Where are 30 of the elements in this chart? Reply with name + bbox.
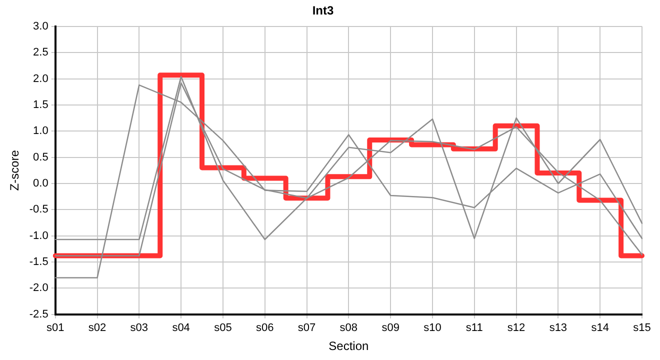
x-tick-label: s05 (214, 322, 232, 334)
x-tick-label: s14 (591, 322, 609, 334)
x-tick-label: s07 (298, 322, 316, 334)
y-tick-label: 3.0 (33, 20, 48, 32)
x-tick-label: s12 (507, 322, 526, 334)
x-axis-title: Section (328, 339, 369, 354)
x-tick-label: s01 (46, 322, 64, 334)
x-tick-label: s10 (424, 322, 442, 334)
x-tick-label: s13 (549, 322, 568, 334)
x-tick-label: s06 (256, 322, 274, 334)
x-tick-label: s09 (382, 322, 400, 334)
x-tick-label: s11 (466, 322, 483, 334)
x-tick-label: s15 (633, 322, 651, 334)
y-tick-label: 0.0 (33, 178, 48, 190)
y-axis-title: Z-score (8, 150, 22, 191)
x-tick-label: s04 (172, 322, 190, 334)
chart-title: Int3 (312, 4, 334, 18)
x-tick-label: s03 (130, 322, 148, 334)
y-tick-label: -2.5 (29, 308, 48, 320)
y-tick-label: -1.5 (29, 256, 48, 268)
y-tick-label: 1.0 (33, 125, 48, 138)
x-tick-label: s08 (340, 322, 358, 334)
y-tick-label: 0.5 (33, 151, 48, 164)
y-tick-label: 2.5 (33, 46, 48, 59)
y-tick-label: -0.5 (29, 204, 48, 216)
y-tick-label: 1.5 (33, 98, 48, 111)
y-tick-label: -1.0 (29, 230, 48, 242)
x-tick-label: s02 (88, 322, 106, 334)
y-tick-label: -2.0 (29, 282, 48, 294)
y-tick-label: 2.0 (33, 72, 48, 85)
